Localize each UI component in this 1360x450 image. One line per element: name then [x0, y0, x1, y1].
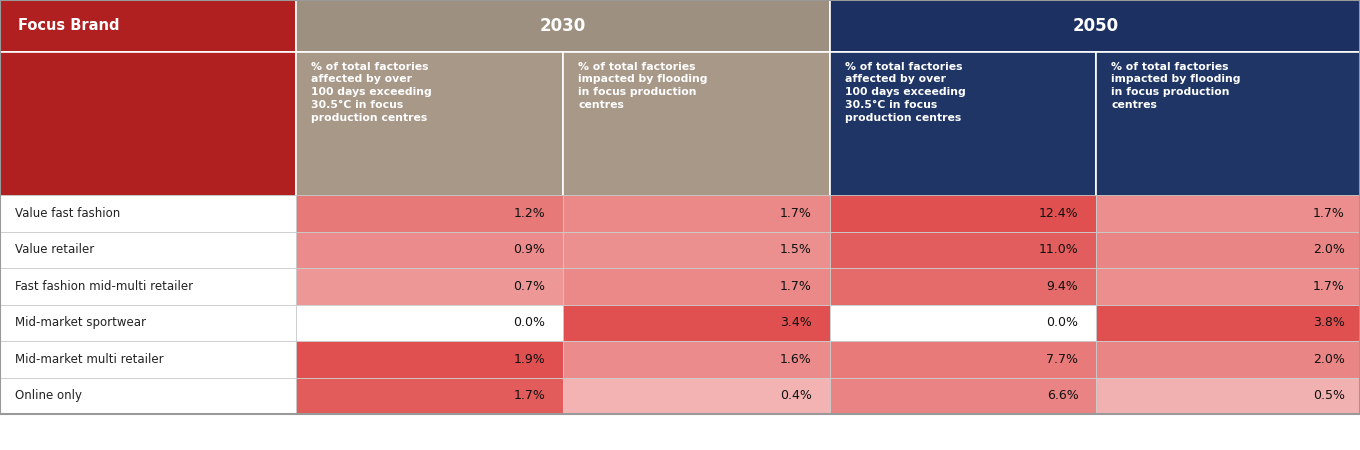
Text: % of total factories
affected by over
100 days exceeding
30.5°C in focus
product: % of total factories affected by over 10…: [845, 62, 966, 123]
Text: Mid-market multi retailer: Mid-market multi retailer: [15, 353, 163, 366]
Text: 6.6%: 6.6%: [1047, 389, 1078, 402]
Bar: [563, 52, 830, 232]
Bar: [830, 52, 1096, 232]
Text: 1.9%: 1.9%: [514, 353, 545, 366]
Bar: [1096, 195, 1360, 232]
Text: 0.0%: 0.0%: [1046, 316, 1078, 329]
Text: % of total factories
affected by over
100 days exceeding
30.5°C in focus
product: % of total factories affected by over 10…: [311, 62, 432, 123]
Text: 2.0%: 2.0%: [1314, 353, 1345, 366]
Text: Mid-market sportwear: Mid-market sportwear: [15, 316, 146, 329]
Bar: [830, 195, 1096, 232]
Text: 7.7%: 7.7%: [1046, 353, 1078, 366]
Bar: [563, 341, 830, 378]
Text: 1.7%: 1.7%: [1314, 280, 1345, 293]
Text: % of total factories
impacted by flooding
in focus production
centres: % of total factories impacted by floodin…: [578, 62, 707, 110]
Bar: [0, 232, 296, 268]
Text: 0.9%: 0.9%: [514, 243, 545, 256]
Bar: [296, 378, 563, 414]
Text: 3.8%: 3.8%: [1314, 316, 1345, 329]
Text: 1.5%: 1.5%: [781, 243, 812, 256]
Text: 1.7%: 1.7%: [781, 280, 812, 293]
Bar: [830, 341, 1096, 378]
Text: 2.0%: 2.0%: [1314, 243, 1345, 256]
Bar: [1096, 378, 1360, 414]
Bar: [563, 378, 830, 414]
Text: 1.7%: 1.7%: [514, 389, 545, 402]
Text: 0.5%: 0.5%: [1312, 389, 1345, 402]
Text: 12.4%: 12.4%: [1039, 207, 1078, 220]
Bar: [296, 52, 563, 232]
Text: 1.7%: 1.7%: [781, 207, 812, 220]
Bar: [296, 305, 563, 341]
Bar: [0, 52, 296, 232]
Text: % of total factories
impacted by flooding
in focus production
centres: % of total factories impacted by floodin…: [1111, 62, 1240, 110]
Text: 1.6%: 1.6%: [781, 353, 812, 366]
Bar: [1096, 268, 1360, 305]
Text: 2050: 2050: [1073, 17, 1119, 35]
Text: 3.4%: 3.4%: [781, 316, 812, 329]
Bar: [563, 195, 830, 232]
Text: Fast fashion mid-multi retailer: Fast fashion mid-multi retailer: [15, 280, 193, 293]
Bar: [0, 268, 296, 305]
Text: 1.7%: 1.7%: [1314, 207, 1345, 220]
Bar: [563, 305, 830, 341]
Bar: [0, 195, 296, 232]
Text: 0.0%: 0.0%: [513, 316, 545, 329]
Text: Focus Brand: Focus Brand: [18, 18, 120, 33]
Bar: [830, 305, 1096, 341]
Text: Value fast fashion: Value fast fashion: [15, 207, 120, 220]
Bar: [1096, 305, 1360, 341]
Text: 1.2%: 1.2%: [514, 207, 545, 220]
Bar: [563, 232, 830, 268]
Bar: [296, 195, 563, 232]
Text: 2030: 2030: [540, 17, 586, 35]
Bar: [0, 305, 296, 341]
Bar: [830, 378, 1096, 414]
Bar: [296, 268, 563, 305]
Bar: [830, 268, 1096, 305]
Text: Online only: Online only: [15, 389, 82, 402]
Bar: [0, 378, 296, 414]
Bar: [296, 341, 563, 378]
Bar: [0, 341, 296, 378]
Bar: [1096, 52, 1360, 232]
Bar: [830, 232, 1096, 268]
Text: 0.4%: 0.4%: [781, 389, 812, 402]
Text: Value retailer: Value retailer: [15, 243, 94, 256]
Text: 11.0%: 11.0%: [1039, 243, 1078, 256]
Bar: [1096, 232, 1360, 268]
Bar: [830, 0, 1360, 52]
Bar: [1096, 341, 1360, 378]
Bar: [296, 232, 563, 268]
Bar: [296, 0, 830, 52]
Bar: [563, 268, 830, 305]
Text: 0.7%: 0.7%: [513, 280, 545, 293]
Text: 9.4%: 9.4%: [1047, 280, 1078, 293]
Bar: [0, 0, 296, 52]
